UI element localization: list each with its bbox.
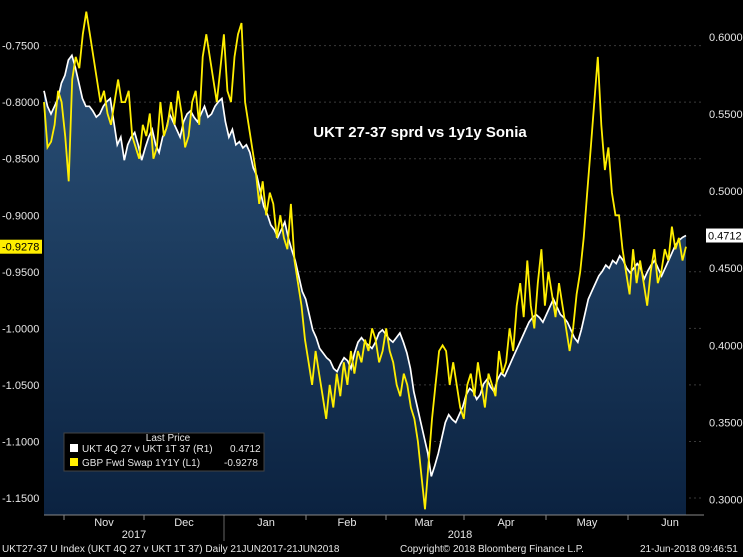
left-tick-label: -1.1000 xyxy=(2,436,39,448)
left-axis: -0.7500 -0.8000 -0.8500 -0.9000 -0.9500 -1.00… xyxy=(2,41,39,505)
x-tick-label: Nov xyxy=(94,517,114,529)
left-tick-label: -1.0500 xyxy=(2,380,39,392)
legend-label-r1: UKT 4Q 27 v UKT 1T 37 (R1) xyxy=(82,444,213,455)
right-axis: 0.6000 0.5500 0.5000 0.4500 0.4000 0.3500 0.30… xyxy=(709,32,743,507)
legend: Last Price UKT 4Q 27 v UKT 1T 37 (R1) 0.… xyxy=(63,432,265,472)
chart-title: UKT 27-37 sprd vs 1y1y Sonia xyxy=(313,124,527,141)
left-tick-label: -1.1500 xyxy=(2,493,39,505)
right-tick-label: 0.5000 xyxy=(709,186,743,198)
legend-swatch-l1 xyxy=(70,458,78,466)
left-last-value-badge: -0.9278 xyxy=(0,239,42,254)
left-tick-label: -0.9500 xyxy=(2,267,39,279)
left-tick-label: -0.8000 xyxy=(2,97,39,109)
right-last-value-badge: 0.4712 xyxy=(706,228,743,243)
x-tick-label: Feb xyxy=(338,517,357,529)
series-l1-line xyxy=(43,11,687,510)
x-tick-label: Apr xyxy=(497,517,514,529)
legend-box xyxy=(63,432,265,472)
left-tick-label: -0.8500 xyxy=(2,154,39,166)
right-tick-label: 0.4000 xyxy=(709,340,743,352)
right-tick-label: 0.6000 xyxy=(709,32,743,44)
chart-canvas: UKT 27-37 sprd vs 1y1y Sonia -0.7500 -0.8… xyxy=(0,11,743,541)
year-label-2017: 2017 xyxy=(122,529,146,541)
x-tick-label: Jun xyxy=(661,517,679,529)
legend-label-l1: GBP Fwd Swap 1Y1Y (L1) xyxy=(82,458,200,469)
left-tick-label: -0.9000 xyxy=(2,210,39,222)
x-tick-label: Dec xyxy=(174,517,194,529)
x-axis: Nov Dec Jan Feb Mar Apr May Jun xyxy=(63,515,679,529)
footer: UKT27-37 U Index (UKT 4Q 27 v UKT 1T 37)… xyxy=(0,541,743,557)
legend-value-r1: 0.4712 xyxy=(230,444,261,455)
footer-timestamp: 21-Jun-2018 09:46:51 xyxy=(640,544,738,555)
legend-header: Last Price xyxy=(146,433,191,444)
right-last-value: 0.4712 xyxy=(708,231,742,243)
right-tick-label: 0.3500 xyxy=(709,417,743,429)
series-r1-area xyxy=(44,55,686,516)
year-label-2018: 2018 xyxy=(448,529,472,541)
legend-value-l1: -0.9278 xyxy=(224,458,258,469)
right-tick-label: 0.3000 xyxy=(709,495,743,507)
right-tick-label: 0.5500 xyxy=(709,109,743,121)
left-last-value: -0.9278 xyxy=(2,242,39,254)
right-tick-label: 0.4500 xyxy=(709,263,743,275)
left-tick-label: -1.0000 xyxy=(2,323,39,335)
x-tick-label: May xyxy=(577,517,598,529)
legend-swatch-r1 xyxy=(70,444,78,452)
footer-copyright: Copyright© 2018 Bloomberg Finance L.P. xyxy=(400,544,584,555)
left-tick-label: -0.7500 xyxy=(2,41,39,53)
x-tick-label: Jan xyxy=(257,517,275,529)
x-tick-label: Mar xyxy=(415,517,434,529)
footer-ticker: UKT27-37 U Index (UKT 4Q 27 v UKT 1T 37)… xyxy=(2,544,340,555)
